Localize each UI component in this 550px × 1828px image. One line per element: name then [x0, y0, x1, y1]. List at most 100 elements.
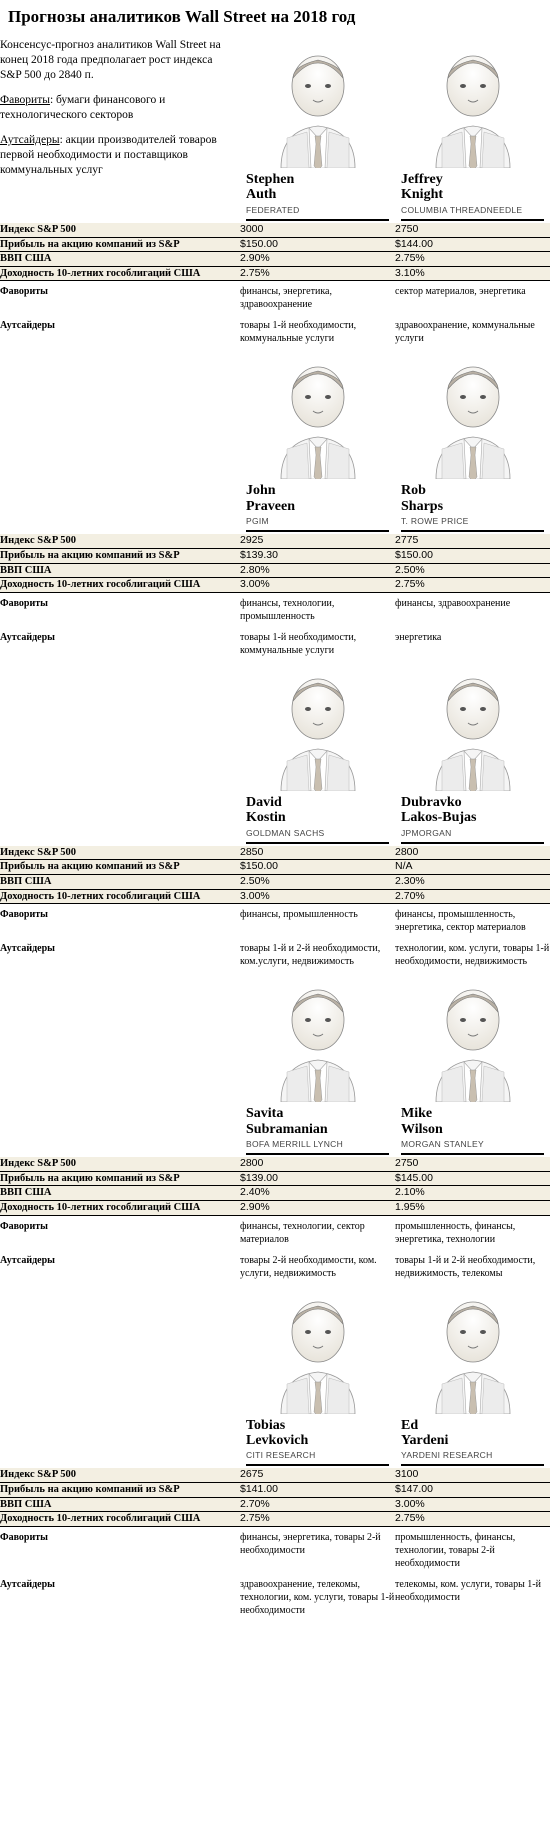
- val-bond-a: 2.75%: [240, 266, 395, 281]
- analyst-portrait: [418, 1284, 528, 1414]
- analyst-firm: COLUMBIA THREADNEEDLE: [401, 205, 544, 221]
- label-eps: Прибыль на акцию компаний из S&P: [0, 548, 240, 563]
- analyst-firm: PGIM: [246, 516, 389, 532]
- metrics-table: Индекс S&P 500 2675 3100 Прибыль на акци…: [0, 1468, 550, 1621]
- row-spacer: [0, 1284, 240, 1469]
- label-sp500: Индекс S&P 500: [0, 534, 240, 548]
- analyst-firm: BofA MERRILL LYNCH: [246, 1139, 389, 1155]
- val-gdp-a: 2.40%: [240, 1186, 395, 1201]
- label-out: Аутсайдеры: [0, 1250, 240, 1284]
- analyst-row: TobiasLevkovich CITI RESEARCH EdYardeni …: [0, 1284, 550, 1469]
- analyst-portrait: [418, 661, 528, 791]
- val-gdp-a: 2.70%: [240, 1497, 395, 1512]
- val-bond-b: 2.75%: [395, 578, 550, 593]
- label-eps: Прибыль на акцию компаний из S&P: [0, 860, 240, 875]
- analyst-row: SavitaSubramanian BofA MERRILL LYNCH Mik…: [0, 972, 550, 1157]
- intro-p1: Консенсус-прогноз аналитиков Wall Street…: [0, 38, 230, 83]
- analyst-portrait: [418, 349, 528, 479]
- label-bond: Доходность 10-летних гособлигаций США: [0, 1201, 240, 1216]
- analyst-name: JohnPraveen: [246, 483, 389, 514]
- label-fav: Фавориты: [0, 1527, 240, 1575]
- analyst-pair: JohnPraveen PGIM RobSharps T. ROWE PRICE: [240, 349, 550, 534]
- val-out-b: телекомы, ком. услуги, товары 1-й необхо…: [395, 1574, 550, 1621]
- val-fav-a: финансы, энергетика, здравоохранение: [240, 281, 395, 316]
- val-out-b: технологии, ком. услуги, товары 1-й необ…: [395, 938, 550, 972]
- analyst-portrait: [263, 349, 373, 479]
- analyst-name: MikeWilson: [401, 1106, 544, 1137]
- val-eps-a: $139.30: [240, 548, 395, 563]
- intro-row: Консенсус-прогноз аналитиков Wall Street…: [0, 38, 550, 223]
- val-gdp-b: 3.00%: [395, 1497, 550, 1512]
- val-fav-b: сектор материалов, энергетика: [395, 281, 550, 316]
- val-fav-b: финансы, промышленность, энергетика, сек…: [395, 904, 550, 939]
- intro-out: Аутсайдеры: акции производителей товаров…: [0, 133, 230, 178]
- analyst-portrait: [263, 972, 373, 1102]
- analyst-portrait: [418, 38, 528, 168]
- analyst-portrait: [263, 661, 373, 791]
- label-sp500: Индекс S&P 500: [0, 846, 240, 860]
- analyst-a: SavitaSubramanian BofA MERRILL LYNCH: [240, 972, 395, 1157]
- analyst-firm: FEDERATED: [246, 205, 389, 221]
- val-out-b: здравоохранение, коммунальные услуги: [395, 315, 550, 349]
- val-gdp-b: 2.10%: [395, 1186, 550, 1201]
- val-bond-a: 2.90%: [240, 1201, 395, 1216]
- label-gdp: ВВП США: [0, 252, 240, 267]
- analyst-firm: GOLDMAN SACHS: [246, 828, 389, 844]
- row-spacer: [0, 349, 240, 534]
- analyst-name: SavitaSubramanian: [246, 1106, 389, 1137]
- label-out: Аутсайдеры: [0, 315, 240, 349]
- label-fav: Фавориты: [0, 592, 240, 627]
- val-out-b: энергетика: [395, 627, 550, 661]
- label-fav: Фавориты: [0, 1215, 240, 1250]
- analyst-name: JeffreyKnight: [401, 172, 544, 203]
- val-bond-b: 2.70%: [395, 889, 550, 904]
- analyst-a: TobiasLevkovich CITI RESEARCH: [240, 1284, 395, 1469]
- val-gdp-a: 2.90%: [240, 252, 395, 267]
- analyst-name: RobSharps: [401, 483, 544, 514]
- analyst-name: DavidKostin: [246, 795, 389, 826]
- val-sp500-b: 2750: [395, 1157, 550, 1171]
- val-eps-a: $150.00: [240, 237, 395, 252]
- val-sp500-a: 2850: [240, 846, 395, 860]
- val-out-b: товары 1-й и 2-й необходимости, недвижим…: [395, 1250, 550, 1284]
- analyst-b: MikeWilson MORGAN STANLEY: [395, 972, 550, 1157]
- val-gdp-b: 2.75%: [395, 252, 550, 267]
- val-fav-b: промышленность, финансы, энергетика, тех…: [395, 1215, 550, 1250]
- val-sp500-b: 2750: [395, 223, 550, 237]
- val-gdp-b: 2.30%: [395, 874, 550, 889]
- val-eps-a: $139.00: [240, 1171, 395, 1186]
- header: Прогнозы аналитиков Wall Street на 2018 …: [0, 0, 550, 38]
- analyst-name: EdYardeni: [401, 1418, 544, 1449]
- val-fav-a: финансы, промышленность: [240, 904, 395, 939]
- val-bond-a: 3.00%: [240, 578, 395, 593]
- analyst-firm: CITI RESEARCH: [246, 1450, 389, 1466]
- analyst-a: JohnPraveen PGIM: [240, 349, 395, 534]
- label-gdp: ВВП США: [0, 1497, 240, 1512]
- val-eps-b: $150.00: [395, 548, 550, 563]
- analyst-portrait: [263, 38, 373, 168]
- label-sp500: Индекс S&P 500: [0, 1157, 240, 1171]
- analyst-b: RobSharps T. ROWE PRICE: [395, 349, 550, 534]
- analyst-portrait: [263, 1284, 373, 1414]
- val-sp500-a: 2800: [240, 1157, 395, 1171]
- val-eps-a: $150.00: [240, 860, 395, 875]
- intro-text: Консенсус-прогноз аналитиков Wall Street…: [0, 38, 240, 223]
- val-bond-b: 3.10%: [395, 266, 550, 281]
- label-out: Аутсайдеры: [0, 938, 240, 972]
- val-gdp-a: 2.80%: [240, 563, 395, 578]
- val-sp500-a: 3000: [240, 223, 395, 237]
- label-eps: Прибыль на акцию компаний из S&P: [0, 237, 240, 252]
- val-gdp-b: 2.50%: [395, 563, 550, 578]
- val-sp500-b: 3100: [395, 1468, 550, 1482]
- val-fav-a: финансы, энергетика, товары 2-й необходи…: [240, 1527, 395, 1575]
- val-eps-b: N/A: [395, 860, 550, 875]
- val-fav-b: промышленность, финансы, технологии, тов…: [395, 1527, 550, 1575]
- val-eps-b: $144.00: [395, 237, 550, 252]
- analyst-firm: YARDENI RESEARCH: [401, 1450, 544, 1466]
- val-eps-a: $141.00: [240, 1483, 395, 1498]
- label-bond: Доходность 10-летних гособлигаций США: [0, 266, 240, 281]
- analyst-b: EdYardeni YARDENI RESEARCH: [395, 1284, 550, 1469]
- label-gdp: ВВП США: [0, 1186, 240, 1201]
- val-out-a: товары 1-й необходимости, коммунальные у…: [240, 627, 395, 661]
- page-title: Прогнозы аналитиков Wall Street на 2018 …: [8, 6, 542, 28]
